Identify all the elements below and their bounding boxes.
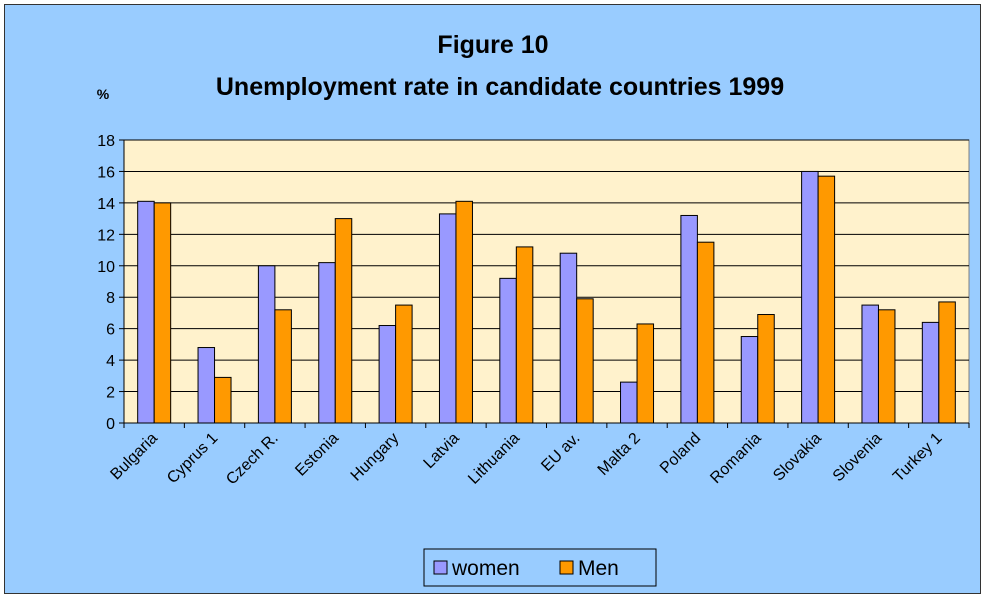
y-tick-label: 6 bbox=[106, 322, 115, 339]
bar-women-3 bbox=[318, 262, 336, 424]
bar-women-5 bbox=[438, 213, 457, 424]
bar-women-9 bbox=[680, 214, 698, 424]
x-tick-label: Slovakia bbox=[770, 430, 825, 485]
chart-subtitle-prefix: % bbox=[97, 86, 110, 102]
x-tick-label: Lithuania bbox=[465, 430, 523, 488]
legend-swatch-women bbox=[433, 560, 448, 575]
chart-subtitle: Unemployment rate in candidate countries… bbox=[216, 73, 784, 101]
bar-men-6 bbox=[515, 246, 534, 424]
x-tick-label: Malta 2 bbox=[595, 430, 644, 479]
y-tick-label: 8 bbox=[106, 290, 115, 307]
y-tick-label: 0 bbox=[106, 416, 115, 433]
bar-women-2 bbox=[257, 265, 276, 424]
x-tick-label: Slovenia bbox=[830, 430, 885, 485]
y-tick-label: 14 bbox=[97, 196, 115, 213]
bar-women-13 bbox=[921, 321, 940, 424]
plot-area bbox=[123, 139, 970, 424]
bar-women-1 bbox=[197, 347, 216, 424]
bar-women-0 bbox=[137, 200, 155, 424]
x-tick-label: Latvia bbox=[421, 430, 463, 472]
legend-box bbox=[423, 548, 657, 587]
bar-men-8 bbox=[636, 323, 655, 424]
x-tick-label: Romania bbox=[707, 430, 764, 487]
bars bbox=[137, 170, 956, 424]
legend: women Men bbox=[423, 548, 657, 587]
bar-men-3 bbox=[334, 218, 353, 424]
y-tick-label: 12 bbox=[97, 227, 115, 244]
x-tick-label: Bulgaria bbox=[107, 430, 161, 484]
chart-title: Figure 10 bbox=[437, 31, 548, 59]
x-tick-label: Cyprus 1 bbox=[164, 430, 221, 487]
x-tick-label: Hungary bbox=[348, 430, 403, 485]
y-tick-label: 18 bbox=[97, 133, 115, 150]
legend-label-men: Men bbox=[578, 557, 619, 580]
y-tick-label: 16 bbox=[97, 164, 115, 181]
bar-men-0 bbox=[153, 202, 172, 424]
y-tick-label: 2 bbox=[106, 385, 115, 402]
x-tick-label: Czech R. bbox=[223, 430, 282, 489]
bar-men-5 bbox=[455, 200, 473, 424]
bar-men-12 bbox=[877, 309, 896, 424]
bar-women-8 bbox=[620, 381, 638, 424]
axes: 0 2 4 6 8 10 12 14 16 18 bbox=[97, 133, 970, 433]
y-tick-label: 10 bbox=[97, 259, 115, 276]
bar-men-2 bbox=[274, 309, 292, 424]
x-tick-label: Turkey 1 bbox=[890, 430, 946, 486]
bar-men-1 bbox=[214, 376, 232, 424]
bar-men-11 bbox=[817, 175, 836, 424]
x-tick-label: Estonia bbox=[292, 430, 342, 480]
bar-women-10 bbox=[740, 336, 759, 424]
bar-women-6 bbox=[499, 277, 517, 424]
category-labels: Bulgaria Cyprus 1 Czech R. Estonia Hungary La… bbox=[107, 430, 945, 489]
x-tick-label: Poland bbox=[657, 430, 704, 477]
legend-label-women: women bbox=[451, 557, 520, 580]
bar-men-10 bbox=[757, 314, 775, 424]
bar-men-4 bbox=[395, 304, 413, 424]
bar-women-4 bbox=[378, 325, 397, 424]
legend-swatch-men bbox=[559, 560, 574, 575]
bar-women-12 bbox=[861, 304, 879, 424]
bar-men-9 bbox=[696, 241, 715, 424]
x-tick-label: EU av. bbox=[538, 430, 583, 475]
y-tick-label: 4 bbox=[106, 353, 115, 370]
bar-men-13 bbox=[938, 301, 956, 424]
bar-women-11 bbox=[801, 170, 819, 424]
bar-women-7 bbox=[559, 252, 578, 424]
bar-men-7 bbox=[576, 298, 594, 424]
